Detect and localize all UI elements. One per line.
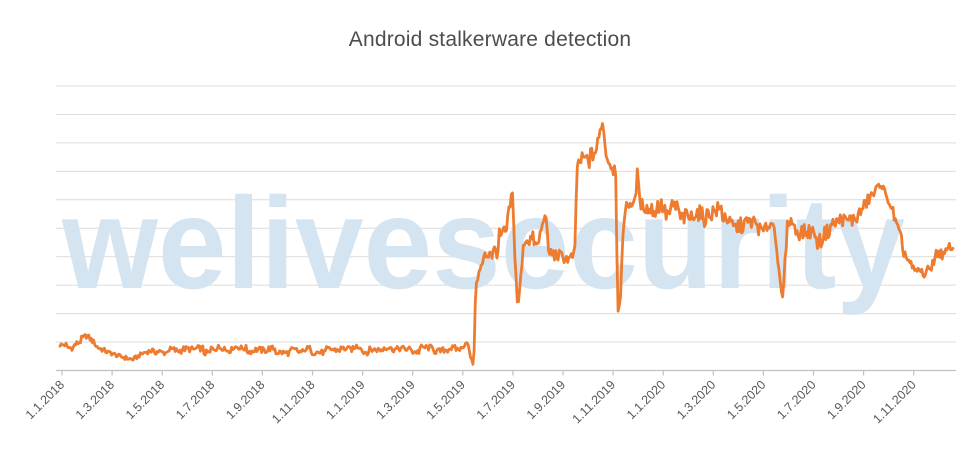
x-axis-label: 1.7.2018 — [173, 378, 217, 422]
x-axis-label: 1.9.2019 — [524, 378, 568, 422]
x-axis-label: 1.7.2020 — [774, 378, 818, 422]
x-axis-label: 1.3.2019 — [374, 378, 418, 422]
chart-title: Android stalkerware detection — [348, 28, 632, 51]
x-axis-label: 1.7.2019 — [474, 378, 518, 422]
x-axis-label: 1.5.2018 — [123, 378, 167, 422]
series-line — [58, 122, 955, 366]
x-axis-label: 1.3.2020 — [674, 378, 718, 422]
watermark-text: welivesecurity — [61, 170, 905, 316]
x-axis-label: 1.11.2018 — [269, 378, 318, 427]
x-axis-label: 1.9.2018 — [223, 378, 267, 422]
x-axis-label: 1.5.2019 — [424, 378, 468, 422]
x-axis-label: 1.5.2020 — [724, 378, 768, 422]
x-axis-label: 1.11.2020 — [870, 378, 919, 427]
x-axis-label: 1.1.2018 — [23, 378, 67, 422]
x-axis-label: 1.1.2019 — [323, 378, 367, 422]
x-axis-label: 1.3.2018 — [73, 378, 117, 422]
x-axis-label: 1.11.2019 — [570, 378, 619, 427]
x-axis-label: 1.1.2020 — [624, 378, 668, 422]
x-axis-label: 1.9.2020 — [824, 378, 868, 422]
